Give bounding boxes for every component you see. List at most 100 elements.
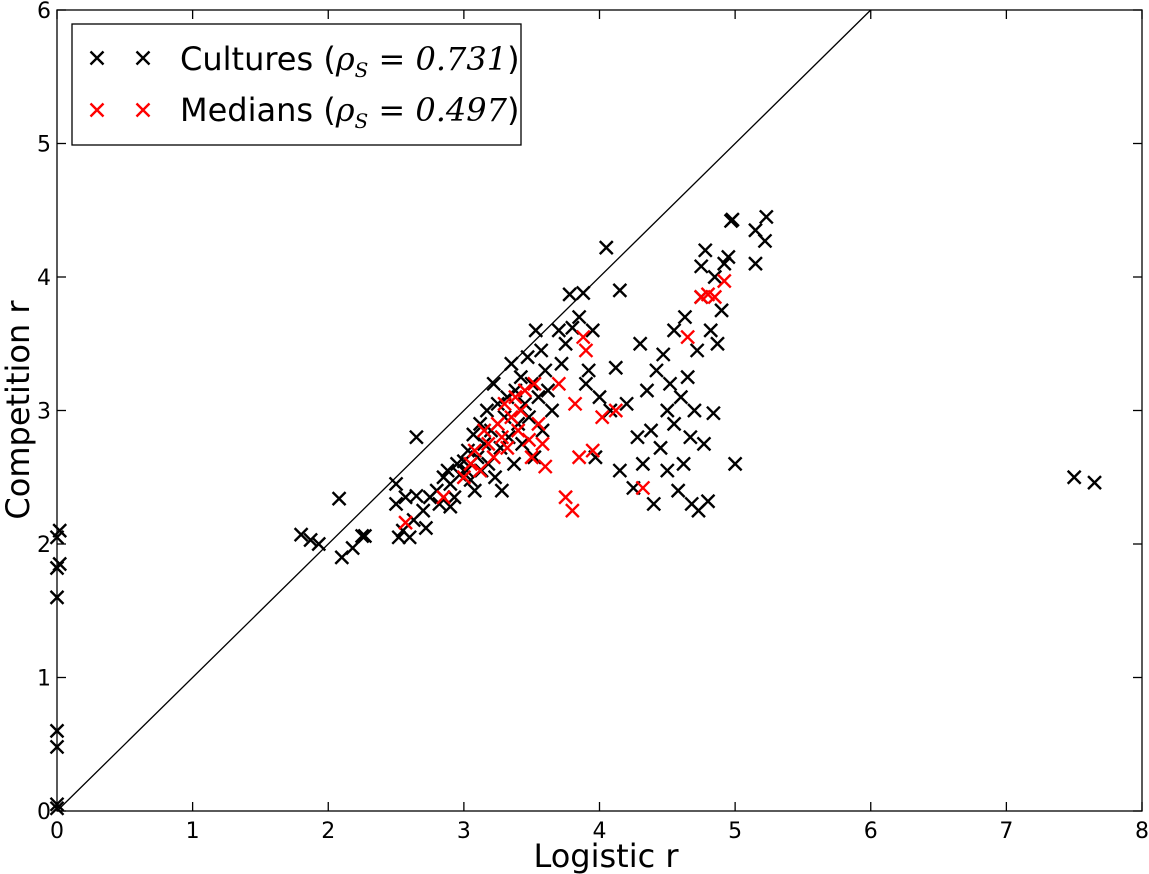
medians-point xyxy=(567,396,583,412)
cultures-point xyxy=(472,416,488,432)
cultures-point xyxy=(581,363,596,378)
cultures-point xyxy=(528,323,544,338)
cultures-point xyxy=(540,383,556,398)
cultures-point xyxy=(571,309,587,325)
cultures-point xyxy=(670,483,686,498)
cultures-point xyxy=(659,463,675,478)
legend-entry-cultures: Cultures (ρS = 0.731) xyxy=(180,40,520,82)
cultures-point xyxy=(514,436,530,452)
cultures-point xyxy=(689,343,705,358)
cultures-point xyxy=(442,499,458,514)
cultures-point xyxy=(391,529,407,545)
medians-point xyxy=(436,489,451,505)
y-tick-label: 1 xyxy=(37,667,51,692)
x-tick-label: 5 xyxy=(728,819,742,844)
medians-point xyxy=(716,273,732,289)
cultures-point xyxy=(666,323,682,338)
cultures-point xyxy=(533,343,549,358)
cultures-point xyxy=(706,405,721,421)
cultures-point xyxy=(585,323,601,338)
cultures-point xyxy=(52,523,68,538)
legend-box xyxy=(71,23,522,146)
cultures-point xyxy=(680,369,696,385)
medians-point xyxy=(524,449,540,465)
cultures-point xyxy=(619,396,634,412)
cultures-point xyxy=(479,403,495,418)
cultures-point xyxy=(757,233,773,249)
cultures-point xyxy=(659,403,675,418)
cultures-point xyxy=(517,396,533,412)
cultures-point xyxy=(575,285,591,301)
legend-cultures-label: Cultures ( xyxy=(180,40,336,78)
cultures-point xyxy=(662,376,678,392)
medians-point xyxy=(398,515,413,530)
series-cultures xyxy=(49,209,1102,816)
identity-reference-line xyxy=(56,9,872,812)
medians-point xyxy=(565,503,580,518)
cultures-point xyxy=(551,323,567,338)
cultures-point xyxy=(531,389,546,405)
cultures-point xyxy=(643,423,659,438)
medians-point xyxy=(571,449,587,465)
cultures-point xyxy=(49,590,65,605)
medians-point xyxy=(521,432,537,448)
legend-cultures-rho: ρ xyxy=(335,40,355,78)
cultures-point xyxy=(537,363,553,378)
x-tick-label: 1 xyxy=(186,819,200,844)
x-tick-label: 0 xyxy=(50,819,64,844)
cultures-point xyxy=(578,376,594,392)
x-tick-labels: 0 1 2 3 4 5 6 7 8 xyxy=(50,819,1149,844)
cultures-point xyxy=(676,456,691,472)
medians-point xyxy=(497,396,512,412)
reference-line xyxy=(56,9,872,812)
medians-point xyxy=(558,489,573,505)
cultures-point xyxy=(402,529,417,545)
y-tick-label: 3 xyxy=(37,400,51,425)
cultures-point xyxy=(506,456,522,472)
cultures-point xyxy=(490,396,506,412)
legend-medians-close: ) xyxy=(507,91,519,129)
cultures-point xyxy=(52,556,68,572)
cultures-point xyxy=(293,527,309,543)
medians-point xyxy=(456,469,472,485)
cultures-point xyxy=(303,532,318,548)
y-tick-label: 4 xyxy=(37,266,51,291)
y-tick-label: 6 xyxy=(37,0,51,24)
cultures-point xyxy=(696,436,712,452)
cultures-point xyxy=(707,269,723,285)
y-axis-label: Competition r xyxy=(0,300,37,520)
x-tick-label: 2 xyxy=(321,819,335,844)
medians-point xyxy=(486,449,502,465)
cultures-point xyxy=(460,443,476,458)
medians-point xyxy=(608,403,624,418)
cultures-point xyxy=(649,363,664,378)
legend: Cultures (ρS = 0.731) Medians (ρS = 0.49… xyxy=(71,23,522,146)
cultures-point xyxy=(598,240,614,255)
cultures-point xyxy=(520,349,535,365)
x-tick-label: 3 xyxy=(457,819,471,844)
medians-point xyxy=(472,463,488,478)
medians-point xyxy=(531,416,546,432)
cultures-point xyxy=(720,249,736,265)
cultures-point xyxy=(535,423,550,438)
cultures-point xyxy=(632,336,648,352)
cultures-point xyxy=(612,463,628,478)
cultures-point xyxy=(544,403,560,418)
x-tick-label: 4 xyxy=(593,819,607,844)
cultures-point xyxy=(703,323,719,338)
cultures-point xyxy=(487,469,503,485)
data-points xyxy=(49,209,1102,816)
medians-point xyxy=(551,376,567,392)
medians-point xyxy=(490,416,506,432)
cultures-point xyxy=(666,416,682,432)
x-tick-label: 7 xyxy=(999,819,1013,844)
cultures-point xyxy=(646,496,662,512)
axis-ticks xyxy=(56,9,1143,812)
cultures-point xyxy=(418,520,434,536)
cultures-point xyxy=(388,496,404,512)
legend-cultures-value: = 0.731 xyxy=(368,40,507,78)
cultures-point xyxy=(388,476,404,492)
cultures-point xyxy=(558,336,573,352)
medians-point xyxy=(503,409,519,425)
cultures-point xyxy=(635,456,651,472)
